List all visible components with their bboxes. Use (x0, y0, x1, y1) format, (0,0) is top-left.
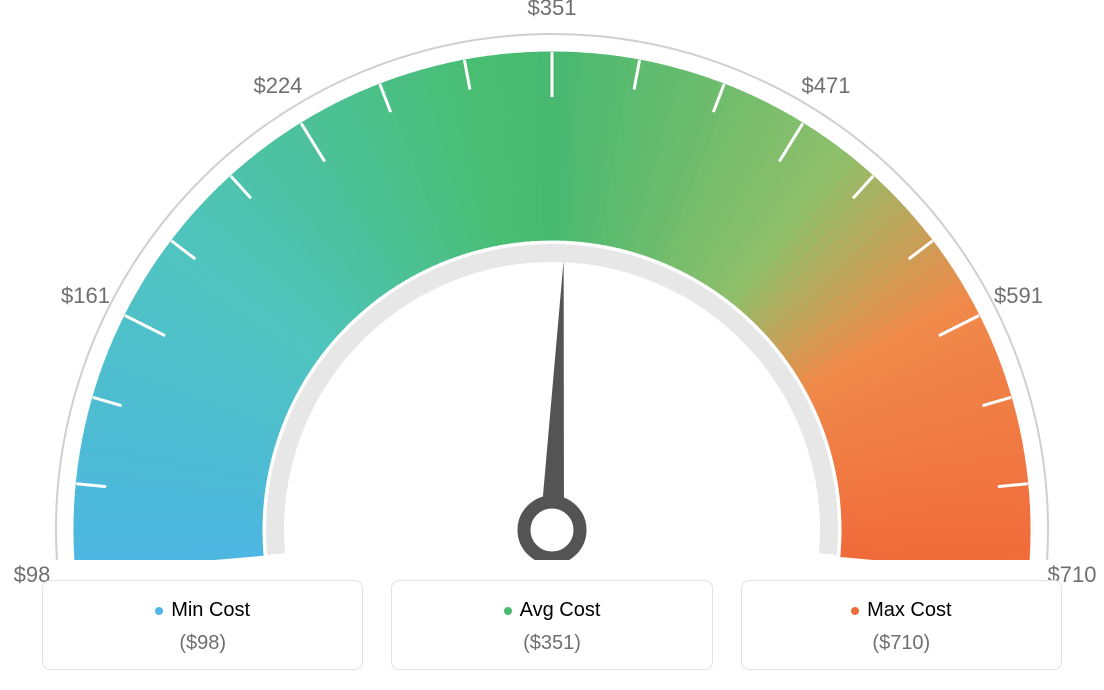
gauge-tick-label: $161 (61, 283, 110, 309)
legend-card-min: Min Cost ($98) (42, 580, 363, 670)
gauge-tick-label: $351 (528, 0, 577, 21)
legend-label-avg: Avg Cost (520, 599, 601, 622)
legend-dot-max (851, 607, 859, 615)
legend-card-max: Max Cost ($710) (741, 580, 1062, 670)
gauge-tick-label: $471 (802, 73, 851, 99)
legend-title-avg: Avg Cost (504, 599, 601, 622)
gauge-chart: $98$161$224$351$471$591$710 (0, 0, 1104, 560)
legend-title-min: Min Cost (155, 599, 250, 622)
gauge-tick-label: $591 (994, 283, 1043, 309)
legend-value-min: ($98) (53, 632, 352, 655)
legend-value-avg: ($351) (402, 632, 701, 655)
legend-dot-avg (504, 607, 512, 615)
cost-gauge-container: $98$161$224$351$471$591$710 Min Cost ($9… (0, 0, 1104, 690)
legend-label-max: Max Cost (867, 599, 951, 622)
legend-card-avg: Avg Cost ($351) (391, 580, 712, 670)
legend-title-max: Max Cost (851, 599, 951, 622)
legend-row: Min Cost ($98) Avg Cost ($351) Max Cost … (0, 580, 1104, 670)
legend-value-max: ($710) (752, 632, 1051, 655)
gauge-tick-label: $224 (253, 73, 302, 99)
legend-label-min: Min Cost (171, 599, 250, 622)
legend-dot-min (155, 607, 163, 615)
